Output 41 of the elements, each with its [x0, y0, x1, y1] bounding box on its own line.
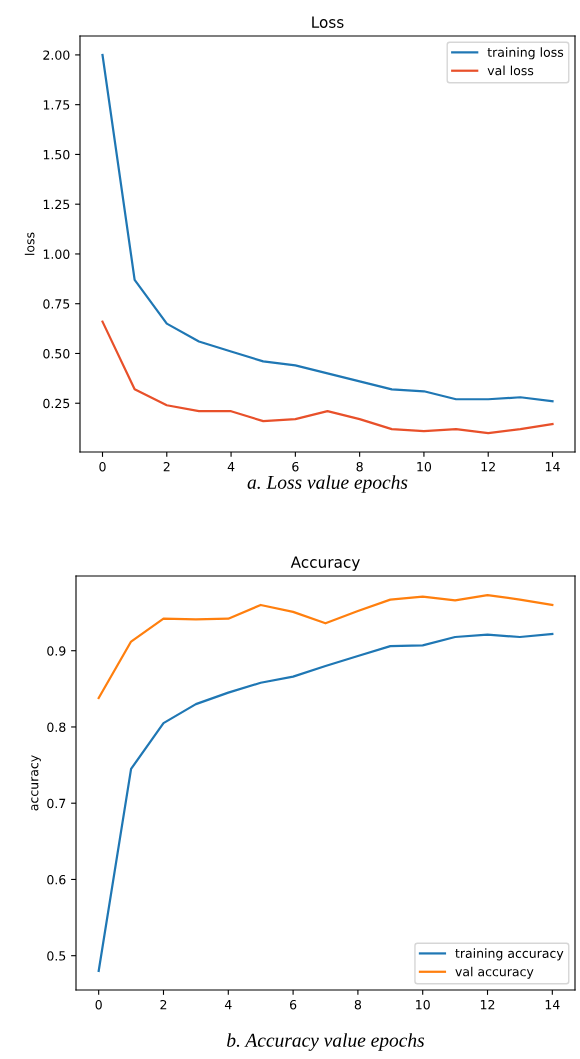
line-series	[97, 593, 554, 700]
y-tick-label: 0.25	[43, 398, 70, 409]
y-tick-label: 1.25	[43, 199, 70, 210]
x-tick-label: 4	[224, 1000, 232, 1010]
x-tick-label: 4	[227, 462, 235, 472]
x-tick-label: 6	[289, 999, 297, 1010]
y-tick-label: 1.50	[43, 149, 70, 160]
x-tick-label: 12	[480, 999, 495, 1010]
y-tick-label: 0.5	[47, 951, 66, 961]
x-tick-label: 10	[416, 999, 430, 1010]
x-tick-label: 14	[545, 1000, 560, 1010]
legend-label: training accuracy	[455, 948, 564, 961]
chart-title: Loss	[312, 16, 344, 28]
x-tick-label: 8	[354, 999, 362, 1010]
text: b. Accuracy value epochs	[227, 1033, 425, 1051]
line-series	[101, 320, 554, 435]
x-tick-label: 0	[99, 461, 106, 472]
x-tick-label: 12	[481, 461, 495, 472]
text: a. Loss value epochs	[247, 475, 408, 493]
y-tick-label: 0.6	[47, 874, 66, 885]
legend-label: training loss	[487, 47, 564, 60]
y-axis-title: accuracy	[31, 755, 41, 811]
chart-title: Accuracy	[290, 556, 360, 571]
x-tick-label: 0	[95, 999, 102, 1010]
x-tick-label: 2	[163, 461, 170, 472]
x-tick-label: 10	[417, 461, 432, 472]
y-tick-label: 1.75	[43, 100, 70, 110]
y-axis-title: loss	[24, 232, 35, 255]
y-tick-label: 1.00	[43, 249, 70, 259]
legend-label: val accuracy	[455, 966, 534, 979]
x-tick-label: 8	[356, 461, 363, 472]
y-tick-label: 2.00	[43, 50, 70, 60]
y-tick-label: 0.7	[47, 798, 66, 809]
y-tick-label: 0.9	[47, 646, 66, 656]
y-tick-label: 0.8	[47, 722, 66, 732]
x-tick-label: 2	[160, 999, 167, 1010]
legend-label: val loss	[487, 65, 534, 76]
y-tick-label: 0.50	[43, 348, 70, 359]
x-tick-label: 6	[292, 461, 299, 472]
x-tick-label: 14	[545, 462, 560, 472]
y-tick-label: 0.75	[43, 299, 70, 309]
